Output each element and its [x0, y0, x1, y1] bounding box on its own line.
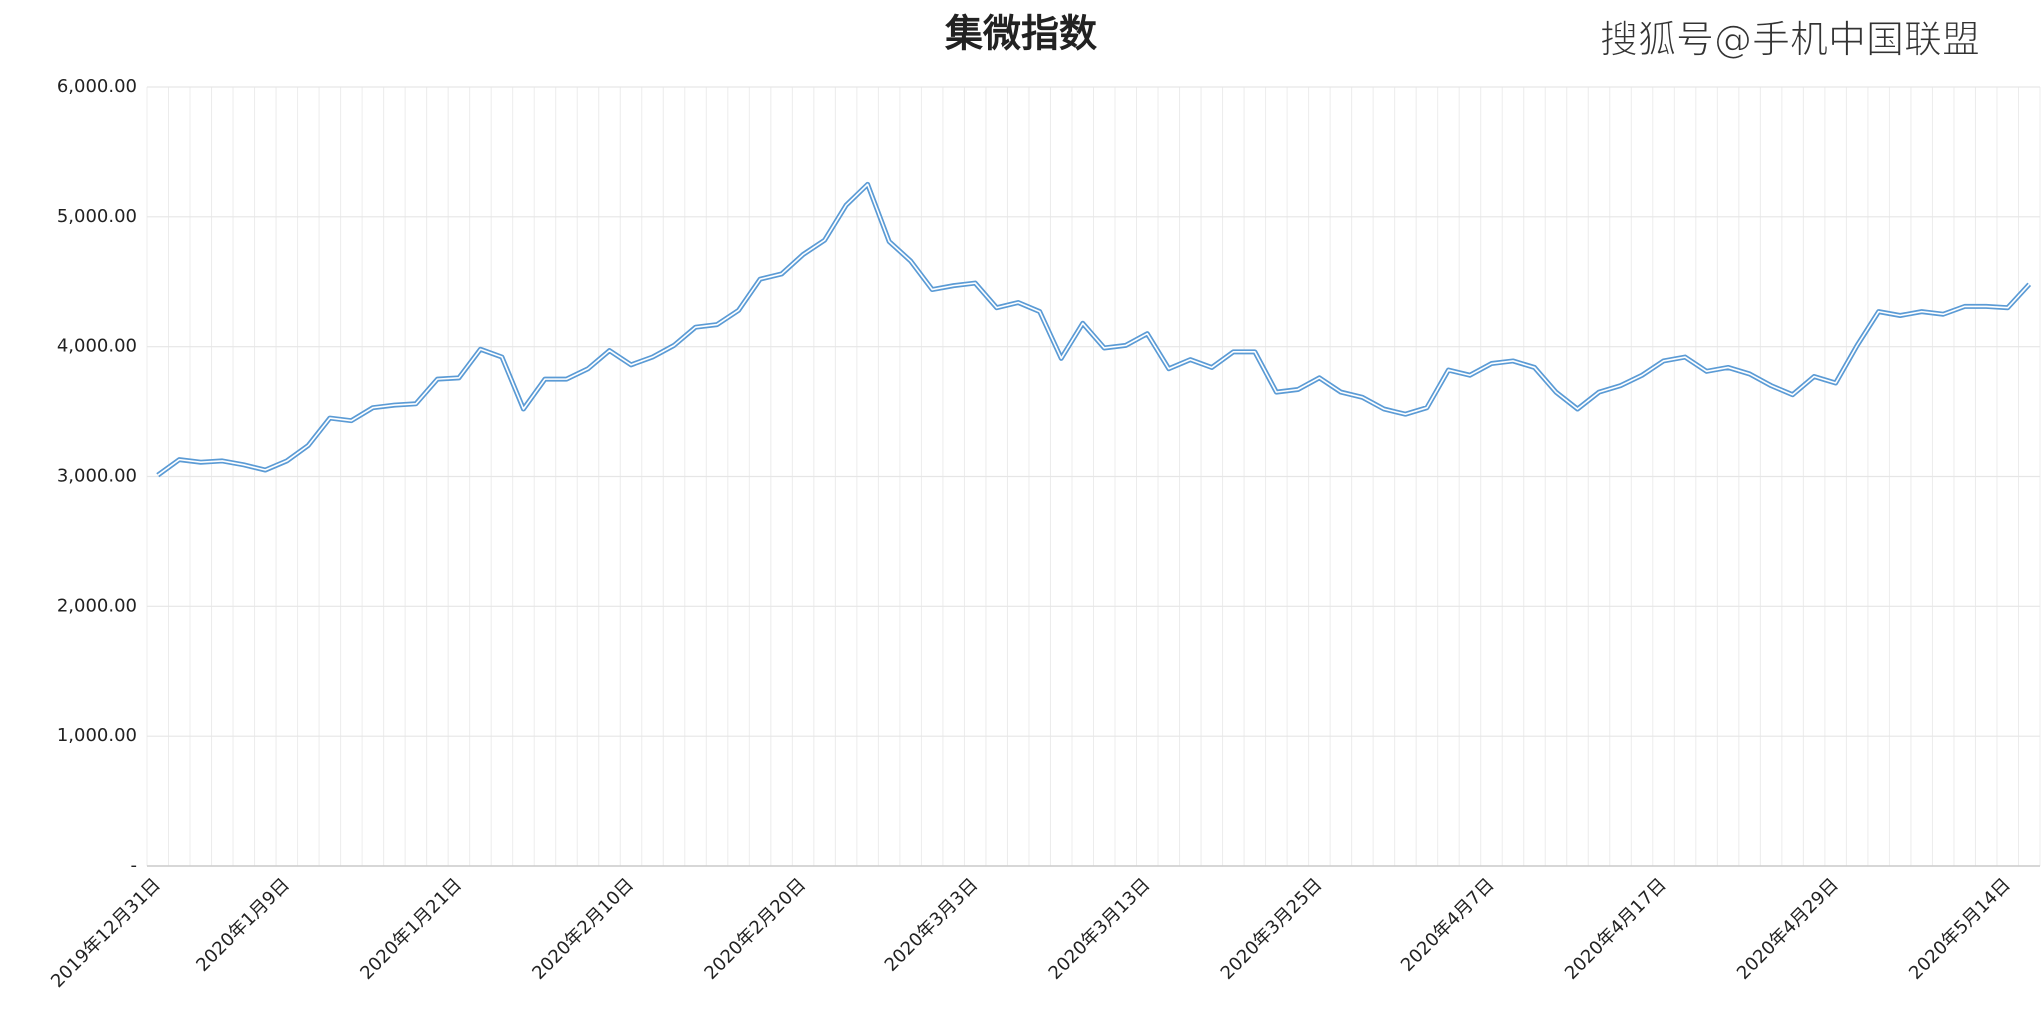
x-tick-label: 2019年12月31日: [47, 874, 165, 992]
x-tick-label: 2020年4月17日: [1561, 874, 1671, 984]
y-tick-label: 1,000.00: [57, 725, 137, 746]
watermark: 搜狐号@手机中国联盟: [1600, 18, 1980, 62]
x-tick-label: 2020年4月29日: [1733, 874, 1843, 984]
y-tick-label: 3,000.00: [57, 466, 137, 487]
y-tick-label: 4,000.00: [57, 336, 137, 357]
x-tick-label: 2020年1月9日: [192, 874, 294, 976]
y-tick-label: -: [131, 855, 138, 876]
y-tick-label: 5,000.00: [57, 206, 137, 227]
y-tick-label: 2,000.00: [57, 595, 137, 616]
x-tick-label: 2020年2月20日: [700, 874, 810, 984]
x-tick-label: 2020年1月21日: [356, 874, 466, 984]
x-tick-label: 2020年3月3日: [881, 874, 983, 976]
x-tick-label: 2020年5月14日: [1905, 874, 2015, 984]
x-tick-label: 2020年2月10日: [528, 874, 638, 984]
chart-title: 集微指数: [944, 12, 1097, 56]
x-tick-label: 2020年3月13日: [1045, 874, 1155, 984]
x-tick-label: 2020年3月25日: [1217, 874, 1327, 984]
x-tick-label: 2020年4月7日: [1397, 874, 1499, 976]
line-highlight: [157, 183, 2030, 476]
y-tick-label: 6,000.00: [57, 76, 137, 97]
